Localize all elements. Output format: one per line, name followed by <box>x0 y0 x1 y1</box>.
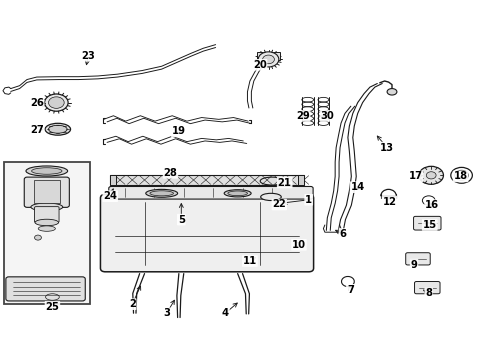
Text: 7: 7 <box>347 285 354 295</box>
Text: 22: 22 <box>272 199 286 210</box>
FancyBboxPatch shape <box>24 177 70 207</box>
Text: 2: 2 <box>129 299 136 309</box>
Text: 4: 4 <box>222 308 229 318</box>
Text: 19: 19 <box>172 126 186 136</box>
Text: 23: 23 <box>81 51 95 61</box>
Text: 26: 26 <box>30 98 44 108</box>
Text: 3: 3 <box>163 308 170 318</box>
Text: 29: 29 <box>296 111 310 121</box>
Ellipse shape <box>261 193 281 201</box>
Ellipse shape <box>31 168 62 174</box>
Ellipse shape <box>228 191 247 196</box>
Text: 30: 30 <box>320 111 334 121</box>
Ellipse shape <box>150 191 173 196</box>
FancyBboxPatch shape <box>100 194 314 272</box>
Text: 21: 21 <box>278 177 292 188</box>
Ellipse shape <box>38 226 55 231</box>
Ellipse shape <box>387 89 397 95</box>
Circle shape <box>45 94 68 111</box>
Text: 27: 27 <box>30 125 44 135</box>
FancyBboxPatch shape <box>6 277 85 301</box>
FancyBboxPatch shape <box>414 216 441 230</box>
Bar <box>110 175 116 185</box>
Text: 17: 17 <box>409 171 422 181</box>
Text: 13: 13 <box>380 143 394 153</box>
FancyBboxPatch shape <box>34 207 59 222</box>
Circle shape <box>49 97 64 108</box>
Text: 9: 9 <box>411 260 417 270</box>
FancyBboxPatch shape <box>109 186 313 199</box>
Bar <box>34 180 60 203</box>
Ellipse shape <box>31 203 63 211</box>
Text: 11: 11 <box>243 256 257 266</box>
Circle shape <box>263 55 274 64</box>
FancyBboxPatch shape <box>415 282 440 294</box>
Bar <box>4 162 90 304</box>
Text: 10: 10 <box>292 240 306 250</box>
Bar <box>298 175 304 185</box>
Circle shape <box>419 166 443 184</box>
Text: 16: 16 <box>425 200 439 210</box>
Text: 1: 1 <box>305 195 312 205</box>
Text: 5: 5 <box>178 215 185 225</box>
Text: 14: 14 <box>350 182 365 192</box>
Bar <box>110 175 304 185</box>
Text: 12: 12 <box>383 197 396 207</box>
Ellipse shape <box>35 219 59 226</box>
Text: 20: 20 <box>253 60 267 70</box>
Bar <box>257 52 280 60</box>
Text: 24: 24 <box>103 191 117 201</box>
Text: 8: 8 <box>425 288 432 298</box>
Ellipse shape <box>26 166 68 176</box>
Text: 6: 6 <box>340 229 346 239</box>
Ellipse shape <box>146 189 177 197</box>
Text: 28: 28 <box>164 168 177 178</box>
Ellipse shape <box>49 125 67 133</box>
Circle shape <box>258 52 279 67</box>
Text: 18: 18 <box>454 171 467 181</box>
Ellipse shape <box>224 190 251 197</box>
Text: 25: 25 <box>46 302 59 312</box>
Ellipse shape <box>45 123 71 135</box>
Circle shape <box>426 172 436 179</box>
FancyBboxPatch shape <box>406 253 430 265</box>
Text: 15: 15 <box>423 220 437 230</box>
Circle shape <box>34 235 41 240</box>
